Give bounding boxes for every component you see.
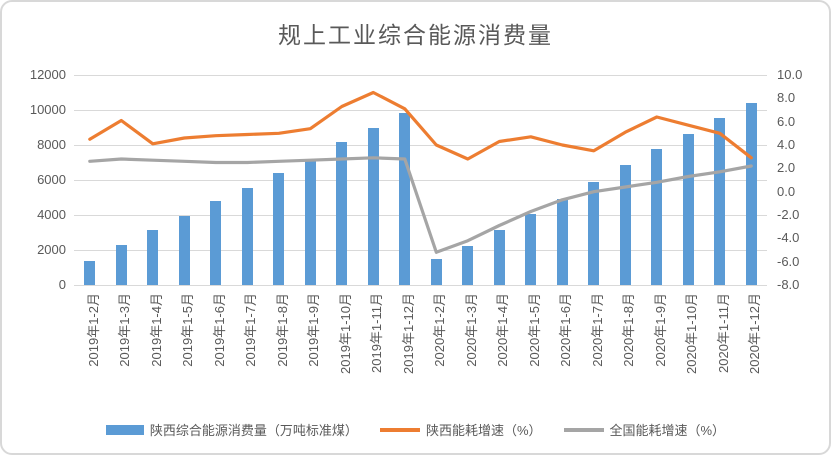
legend-item-consumption: 陕西综合能源消费量（万吨标准煤） <box>105 420 358 439</box>
y-axis-label: 6000 <box>37 172 66 187</box>
x-axis-label: 2020年1-11月 <box>715 293 731 373</box>
x-axis-label: 2020年1-2月 <box>432 293 448 367</box>
y2-axis-label: 0.0 <box>777 183 796 199</box>
bar <box>115 245 127 285</box>
bar <box>714 118 726 285</box>
bar <box>493 230 505 285</box>
gridline <box>74 109 767 111</box>
x-axis-label: 2020年1-9月 <box>652 293 668 367</box>
bar <box>241 188 253 285</box>
x-axis-label: 2019年1-10月 <box>337 293 353 374</box>
legend-item-national-growth: 全国能耗增速（%） <box>563 420 726 439</box>
y2-axis-label: 10.0 <box>777 67 803 82</box>
legend: 陕西综合能源消费量（万吨标准煤） 陕西能耗增速（%） 全国能耗增速（%） <box>2 420 829 439</box>
x-axis-label: 2019年1-6月 <box>211 293 227 367</box>
x-axis-label: 2019年1-5月 <box>180 293 196 367</box>
chart-title: 规上工业综合能源消费量 <box>278 22 553 48</box>
bar <box>682 133 694 285</box>
bar <box>745 102 757 285</box>
bar <box>588 181 600 285</box>
x-axis-label: 2020年1-4月 <box>495 293 511 367</box>
gridline <box>74 179 767 181</box>
national-growth-swatch <box>563 427 604 432</box>
y2-axis-label: -2.0 <box>777 207 800 222</box>
shaanxi-growth-swatch <box>379 427 420 432</box>
x-axis-label: 2020年1-3月 <box>463 293 479 367</box>
bar-series-swatch <box>105 424 144 435</box>
gridline <box>74 74 767 76</box>
bar <box>367 127 379 285</box>
y2-axis-label: 4.0 <box>777 137 796 152</box>
gridline <box>74 284 767 286</box>
gridline <box>74 144 767 146</box>
y2-axis-label: -4.0 <box>777 230 800 246</box>
x-axis-label: 2020年1-12月 <box>747 293 763 374</box>
bar <box>178 216 190 285</box>
x-axis-label: 2019年1-11月 <box>369 293 385 373</box>
x-axis-label: 2019年1-8月 <box>274 293 290 367</box>
bar <box>304 160 316 285</box>
bar <box>462 246 474 285</box>
x-axis-label: 2020年1-6月 <box>558 293 574 367</box>
x-axis-label: 2020年1-7月 <box>589 293 605 367</box>
bar <box>430 258 442 285</box>
y-axis-label: 10000 <box>29 102 66 117</box>
bar <box>399 112 411 285</box>
x-axis-label: 2020年1-5月 <box>526 293 542 367</box>
y2-axis-label: 8.0 <box>777 90 796 106</box>
y-axis-label: 0 <box>58 277 66 292</box>
bar <box>273 173 285 285</box>
legend-label-national-growth: 全国能耗增速（%） <box>609 423 726 438</box>
legend-label-consumption: 陕西综合能源消费量（万吨标准煤） <box>149 423 358 438</box>
x-axis-label: 2019年1-7月 <box>243 293 259 367</box>
bar <box>619 165 631 285</box>
x-axis-label: 2019年1-12月 <box>400 293 416 374</box>
legend-label-shaanxi-growth: 陕西能耗增速（%） <box>425 423 542 438</box>
bar <box>336 142 348 285</box>
y-axis-label: 12000 <box>29 67 66 82</box>
bar <box>147 230 159 285</box>
x-axis-label: 2019年1-3月 <box>117 293 133 367</box>
y-axis-label: 8000 <box>37 137 66 152</box>
bar <box>525 213 537 285</box>
legend-item-shaanxi-growth: 陕西能耗增速（%） <box>379 420 542 439</box>
y-axis-label: 2000 <box>37 242 66 257</box>
bar <box>556 198 568 285</box>
x-axis-label: 2019年1-4月 <box>148 293 164 367</box>
y2-axis-label: 2.0 <box>777 160 796 176</box>
bar <box>210 201 222 285</box>
y2-axis-label: 6.0 <box>777 113 796 129</box>
y2-axis-label: -6.0 <box>777 253 800 269</box>
y2-axis-label: -8.0 <box>777 277 800 292</box>
y-axis-label: 4000 <box>37 207 66 222</box>
bar <box>651 149 663 285</box>
x-axis-label: 2020年1-10月 <box>684 293 700 374</box>
x-axis-label: 2019年1-2月 <box>85 293 101 367</box>
x-axis-label: 2019年1-9月 <box>306 293 322 367</box>
x-axis-label: 2020年1-8月 <box>621 293 637 367</box>
bar <box>84 260 96 285</box>
